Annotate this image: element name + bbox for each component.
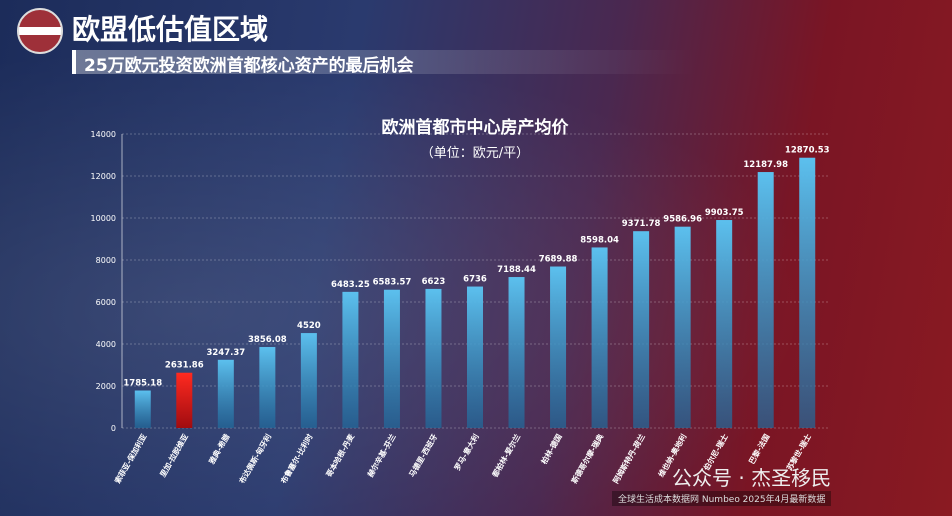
x-tick-label: 赫尔辛基-芬兰 bbox=[365, 432, 398, 479]
x-tick-label: 阿姆斯特丹-荷兰 bbox=[610, 432, 647, 486]
source-note: 全球生活成本数据网 Numbeo 2025年4月最新数据 bbox=[612, 491, 832, 506]
value-label: 9903.75 bbox=[705, 208, 744, 218]
bar bbox=[550, 266, 567, 428]
value-label: 12187.98 bbox=[743, 160, 788, 170]
bar bbox=[300, 333, 317, 428]
x-tick-label: 斯德哥尔摩-瑞典 bbox=[569, 432, 606, 486]
value-label: 12870.53 bbox=[785, 146, 830, 156]
page-title: 欧盟低估值区域 bbox=[72, 13, 269, 46]
x-tick-label: 索菲亚-保加利亚 bbox=[112, 432, 149, 486]
x-tick-label: 都柏林-爱尔兰 bbox=[489, 432, 522, 480]
bar bbox=[799, 157, 816, 428]
bar bbox=[383, 289, 400, 428]
y-tick-label: 6000 bbox=[96, 298, 116, 307]
value-label: 8598.04 bbox=[580, 235, 619, 245]
value-label: 9371.78 bbox=[622, 219, 661, 229]
y-tick-label: 4000 bbox=[96, 340, 116, 349]
value-label: 2631.86 bbox=[165, 361, 204, 371]
value-label: 3247.37 bbox=[206, 348, 245, 358]
value-label: 6623 bbox=[422, 277, 446, 287]
x-tick-label: 哥本哈根-丹麦 bbox=[323, 432, 356, 479]
value-label: 6736 bbox=[463, 275, 487, 285]
bar bbox=[134, 390, 151, 428]
bar bbox=[467, 286, 483, 428]
y-tick-label: 14000 bbox=[91, 130, 116, 139]
bar bbox=[674, 226, 691, 428]
value-label: 6583.57 bbox=[373, 278, 412, 288]
chart-subtitle: （单位：欧元/平） bbox=[421, 146, 529, 161]
bar bbox=[259, 347, 276, 428]
x-tick-label: 布鲁塞尔-比利时 bbox=[278, 432, 315, 486]
subtitle-bar bbox=[72, 50, 696, 74]
y-tick-label: 2000 bbox=[96, 382, 116, 391]
chart-title: 欧洲首都市中心房产均价 bbox=[382, 117, 570, 138]
bar bbox=[425, 288, 442, 428]
x-tick-label: 里加-拉脱维亚 bbox=[157, 432, 190, 479]
x-tick-label: 巴黎-法国 bbox=[746, 432, 771, 466]
x-tick-label: 柏林-德国 bbox=[539, 432, 564, 466]
value-label: 6483.25 bbox=[331, 280, 370, 290]
watermark: 公众号 · 杰圣移民 bbox=[672, 466, 832, 490]
value-label: 7689.88 bbox=[539, 255, 578, 265]
bar bbox=[633, 231, 650, 428]
flag bbox=[17, 8, 63, 54]
bar bbox=[508, 277, 525, 428]
bar bbox=[716, 220, 733, 428]
bar bbox=[591, 247, 608, 428]
value-label: 3856.08 bbox=[248, 335, 287, 345]
page-subtitle: 25万欧元投资欧洲首都核心资产的最后机会 bbox=[84, 56, 414, 76]
value-label: 9586.96 bbox=[663, 215, 702, 225]
bar bbox=[176, 372, 193, 428]
bar bbox=[342, 291, 359, 428]
x-tick-label: 马德里-西班牙 bbox=[406, 432, 439, 479]
y-tick-label: 0 bbox=[111, 424, 116, 433]
x-tick-label: 布达佩斯-匈牙利 bbox=[237, 432, 273, 485]
y-tick-label: 10000 bbox=[91, 214, 116, 223]
value-label: 1785.18 bbox=[123, 379, 162, 389]
x-tick-label: 罗马-意大利 bbox=[452, 432, 481, 472]
value-label: 7188.44 bbox=[497, 265, 536, 275]
y-tick-label: 12000 bbox=[91, 172, 116, 181]
bar bbox=[757, 172, 774, 428]
value-label: 4520 bbox=[297, 321, 321, 331]
x-tick-label: 雅典-希腊 bbox=[206, 432, 231, 466]
y-tick-label: 8000 bbox=[96, 256, 116, 265]
bar bbox=[217, 359, 234, 428]
